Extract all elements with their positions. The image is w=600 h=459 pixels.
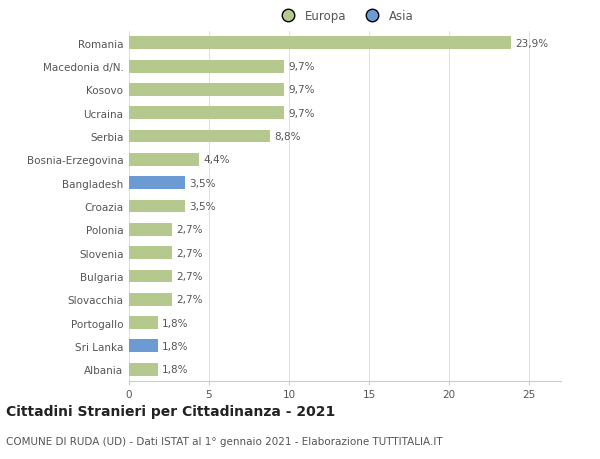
Text: 9,7%: 9,7% xyxy=(288,62,314,72)
Bar xyxy=(129,130,270,143)
Bar xyxy=(129,270,172,283)
Bar xyxy=(129,177,185,190)
Text: 1,8%: 1,8% xyxy=(162,318,188,328)
Bar xyxy=(129,154,199,167)
Bar xyxy=(129,293,172,306)
Text: 9,7%: 9,7% xyxy=(288,85,314,95)
Text: 2,7%: 2,7% xyxy=(176,248,203,258)
Text: 2,7%: 2,7% xyxy=(176,271,203,281)
Bar xyxy=(129,200,185,213)
Text: 4,4%: 4,4% xyxy=(203,155,230,165)
Text: 1,8%: 1,8% xyxy=(162,341,188,351)
Text: 3,5%: 3,5% xyxy=(189,202,215,212)
Text: 1,8%: 1,8% xyxy=(162,364,188,375)
Bar xyxy=(129,224,172,236)
Legend: Europa, Asia: Europa, Asia xyxy=(277,10,413,23)
Bar xyxy=(129,340,158,353)
Text: 23,9%: 23,9% xyxy=(515,39,548,49)
Bar xyxy=(129,246,172,259)
Text: 2,7%: 2,7% xyxy=(176,295,203,305)
Text: 9,7%: 9,7% xyxy=(288,108,314,118)
Bar xyxy=(129,316,158,329)
Bar xyxy=(129,61,284,73)
Bar xyxy=(129,84,284,97)
Bar xyxy=(129,363,158,376)
Text: COMUNE DI RUDA (UD) - Dati ISTAT al 1° gennaio 2021 - Elaborazione TUTTITALIA.IT: COMUNE DI RUDA (UD) - Dati ISTAT al 1° g… xyxy=(6,436,443,446)
Bar xyxy=(129,107,284,120)
Text: 8,8%: 8,8% xyxy=(274,132,301,142)
Text: 3,5%: 3,5% xyxy=(189,178,215,188)
Bar xyxy=(129,37,511,50)
Text: 2,7%: 2,7% xyxy=(176,225,203,235)
Text: Cittadini Stranieri per Cittadinanza - 2021: Cittadini Stranieri per Cittadinanza - 2… xyxy=(6,404,335,418)
